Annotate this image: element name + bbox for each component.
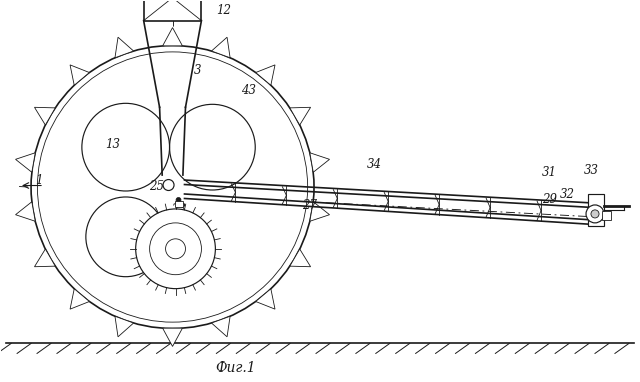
Text: 33: 33: [584, 163, 598, 176]
Text: 43: 43: [241, 84, 256, 97]
Text: 27: 27: [303, 199, 317, 212]
Circle shape: [163, 180, 174, 191]
Text: Фиг.1: Фиг.1: [215, 361, 255, 376]
Text: 34: 34: [367, 158, 382, 171]
Text: 13: 13: [105, 138, 120, 151]
Bar: [143, 0, 202, 21]
Polygon shape: [15, 202, 35, 221]
Circle shape: [176, 197, 181, 202]
Bar: [588, 194, 604, 226]
Polygon shape: [163, 28, 182, 46]
Polygon shape: [255, 65, 275, 85]
Polygon shape: [290, 249, 310, 267]
Polygon shape: [115, 316, 134, 337]
Text: 29: 29: [541, 193, 557, 206]
Polygon shape: [163, 328, 182, 346]
Circle shape: [136, 209, 216, 289]
Circle shape: [586, 205, 604, 223]
Polygon shape: [290, 107, 310, 125]
Circle shape: [31, 45, 314, 329]
Bar: [175, 201, 182, 207]
Polygon shape: [115, 37, 134, 58]
Polygon shape: [255, 289, 275, 309]
Text: 1: 1: [35, 173, 43, 186]
Polygon shape: [70, 65, 90, 85]
Polygon shape: [310, 202, 330, 221]
Circle shape: [591, 210, 599, 218]
Polygon shape: [211, 316, 230, 337]
Text: 23: 23: [171, 204, 186, 217]
Polygon shape: [15, 153, 35, 172]
Text: 32: 32: [559, 188, 575, 201]
Text: 3: 3: [194, 64, 201, 77]
Text: 31: 31: [541, 165, 557, 178]
Polygon shape: [211, 37, 230, 58]
Text: 12: 12: [216, 4, 231, 17]
Polygon shape: [310, 153, 330, 172]
Bar: [602, 211, 611, 220]
Polygon shape: [70, 289, 90, 309]
Text: 25: 25: [149, 180, 164, 193]
Polygon shape: [35, 249, 55, 267]
Polygon shape: [35, 107, 55, 125]
